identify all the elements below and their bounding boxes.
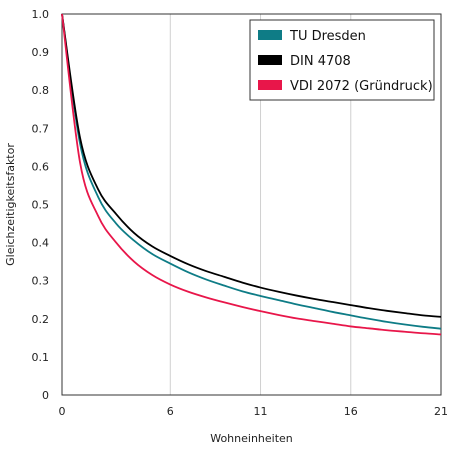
series-group bbox=[61, 13, 442, 336]
y-tick-label: 0.6 bbox=[32, 160, 50, 173]
y-axis-ticks: 0 0.1 0.2 0.3 0.4 0.5 0.6 0.7 0.8 0.9 1.0 bbox=[32, 8, 50, 402]
y-tick-label: 0 bbox=[42, 389, 49, 402]
legend-swatch bbox=[258, 80, 282, 90]
legend: TU Dresden DIN 4708 VDI 2072 (Gründruck) bbox=[249, 19, 435, 101]
y-tick-label: 0.8 bbox=[32, 84, 50, 97]
legend-label: DIN 4708 bbox=[290, 54, 351, 69]
y-tick-label: 0.1 bbox=[32, 351, 50, 364]
legend-label: TU Dresden bbox=[289, 29, 366, 44]
legend-swatch bbox=[258, 30, 282, 40]
x-tick-label: 16 bbox=[344, 405, 358, 418]
plot-area-frame bbox=[61, 13, 442, 396]
y-tick-label: 0.5 bbox=[32, 199, 50, 212]
x-tick-label: 0 bbox=[59, 405, 66, 418]
y-tick-label: 0.3 bbox=[32, 275, 50, 288]
x-axis-label: Wohneinheiten bbox=[210, 432, 293, 445]
series-line-vdi-2072-gr-ndruck bbox=[61, 13, 442, 336]
y-tick-label: 0.2 bbox=[32, 313, 50, 326]
y-tick-label: 0.9 bbox=[32, 46, 50, 59]
x-tick-label: 6 bbox=[167, 405, 174, 418]
y-tick-label: 1.0 bbox=[32, 8, 50, 21]
series-line-tu-dresden bbox=[61, 13, 442, 330]
series-line-din-4708 bbox=[61, 13, 442, 318]
x-tick-label: 21 bbox=[434, 405, 448, 418]
legend-label: VDI 2072 (Gründruck) bbox=[290, 79, 433, 94]
y-axis-label: Gleichzeitigkeitsfaktor bbox=[4, 143, 17, 266]
y-tick-label: 0.4 bbox=[32, 237, 50, 250]
y-tick-label: 0.7 bbox=[32, 122, 50, 135]
x-tick-label: 11 bbox=[254, 405, 268, 418]
x-axis-ticks: 0 6 11 16 21 bbox=[59, 405, 449, 418]
legend-swatch bbox=[258, 55, 282, 65]
